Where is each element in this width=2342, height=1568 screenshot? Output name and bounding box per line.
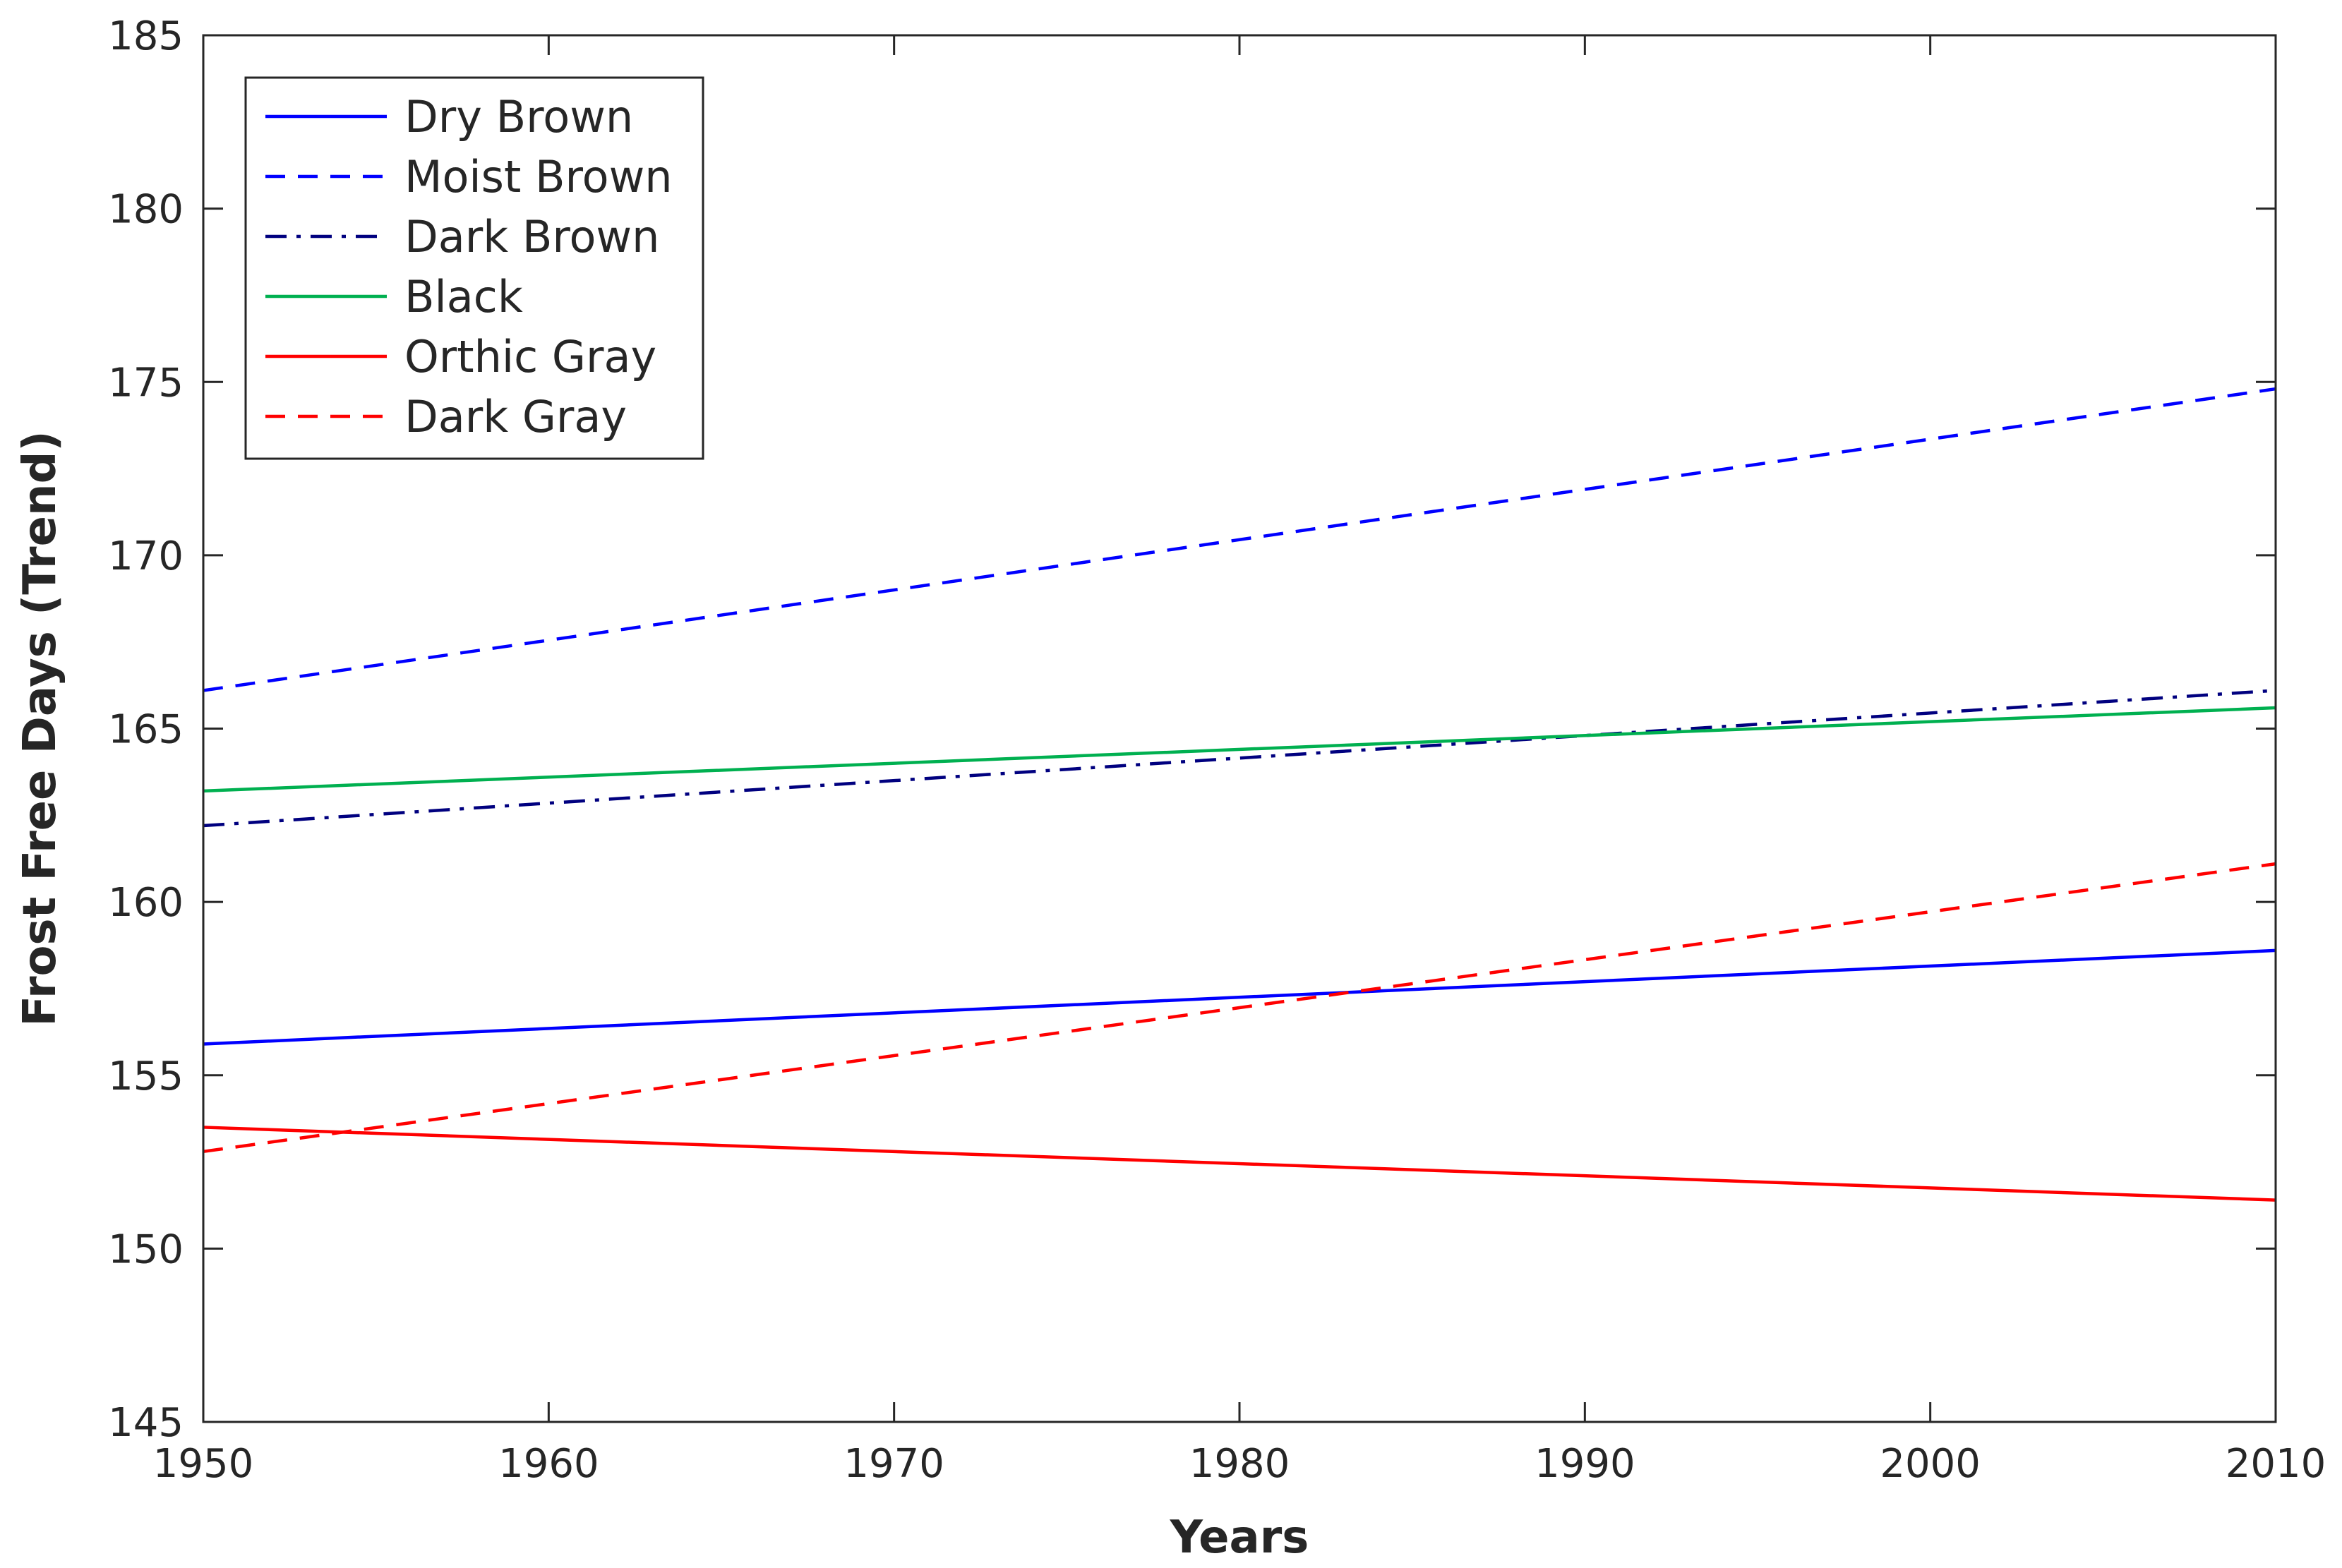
y-axis-title: Frost Free Days (Trend) xyxy=(14,430,66,1026)
y-tick-label: 155 xyxy=(108,1054,184,1099)
x-tick-label: 1980 xyxy=(1189,1441,1290,1487)
series-line-orthic-gray xyxy=(203,1126,2276,1202)
legend-box xyxy=(244,76,704,460)
legend-label: Dark Gray xyxy=(404,391,627,442)
series-line-moist-brown xyxy=(203,387,2276,692)
legend-label: Dark Brown xyxy=(404,211,659,263)
x-tick-label: 2010 xyxy=(2226,1441,2326,1487)
series-line-dark-brown xyxy=(203,689,2276,828)
legend-label: Black xyxy=(404,271,523,322)
x-tick-label: 1950 xyxy=(153,1441,254,1487)
series-line-black xyxy=(203,706,2276,793)
legend-label: Orthic Gray xyxy=(404,331,656,382)
y-tick-label: 145 xyxy=(108,1400,184,1446)
legend-label: Moist Brown xyxy=(404,151,673,203)
legend-label: Dry Brown xyxy=(404,91,633,143)
x-axis-title: Years xyxy=(1170,1512,1309,1564)
series-layer xyxy=(203,387,2276,1202)
tick-layer: 1950 1960 1970 1980 1990 2000 2010 145 150 155 160… xyxy=(108,13,2326,1487)
y-tick-label: 150 xyxy=(108,1226,184,1272)
x-tick-label: 2000 xyxy=(1880,1441,1981,1487)
y-tick-label: 165 xyxy=(108,707,184,753)
y-tick-label: 185 xyxy=(108,13,184,59)
y-tick-label: 160 xyxy=(108,880,184,926)
y-tick-label: 175 xyxy=(108,360,184,406)
x-tick-label: 1990 xyxy=(1535,1441,1635,1487)
plot-frame xyxy=(202,34,2277,1423)
y-tick-label: 180 xyxy=(108,187,184,233)
y-tick-label: 170 xyxy=(108,533,184,579)
series-line-dark-gray xyxy=(203,862,2276,1154)
x-tick-label: 1970 xyxy=(843,1441,944,1487)
legend: Dry Brown Moist Brown Dark Brown Black Orthi… xyxy=(244,76,704,460)
x-tick-label: 1960 xyxy=(498,1441,599,1487)
series-line-dry-brown xyxy=(203,948,2276,1046)
